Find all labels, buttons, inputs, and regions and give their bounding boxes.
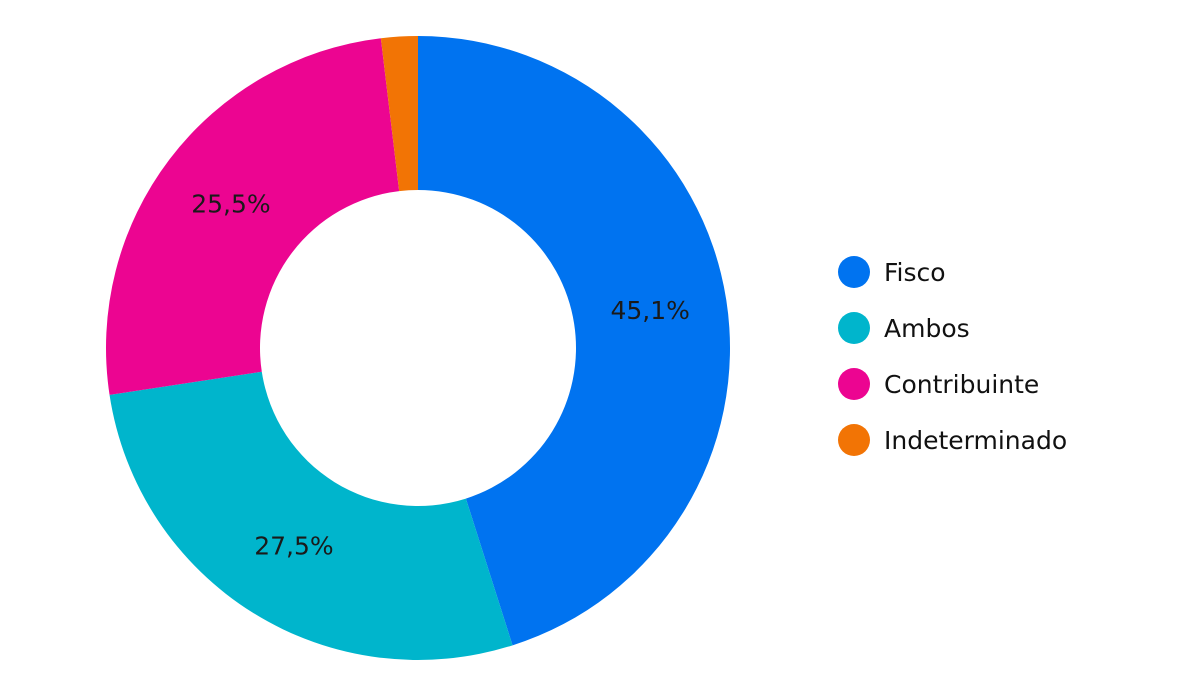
- legend-swatch-contribuinte: [838, 368, 870, 400]
- legend-label-ambos: Ambos: [884, 313, 970, 343]
- legend-label-indeterminado: Indeterminado: [884, 425, 1068, 455]
- legend-item-indeterminado[interactable]: Indeterminado: [838, 412, 1067, 468]
- slice-indeterminado[interactable]: [380, 36, 418, 192]
- slice-fisco[interactable]: [418, 36, 730, 646]
- legend-item-fisco[interactable]: Fisco: [838, 244, 1067, 300]
- slice-ambos[interactable]: [109, 371, 513, 660]
- legend-label-fisco: Fisco: [884, 257, 946, 287]
- data-label-fisco: 45,1%: [611, 296, 690, 325]
- legend-swatch-ambos: [838, 312, 870, 344]
- legend-swatch-indeterminado: [838, 424, 870, 456]
- legend: Fisco Ambos Contribuinte Indeterminado: [838, 244, 1067, 468]
- legend-label-contribuinte: Contribuinte: [884, 369, 1040, 399]
- legend-item-ambos[interactable]: Ambos: [838, 300, 1067, 356]
- legend-item-contribuinte[interactable]: Contribuinte: [838, 356, 1067, 412]
- data-label-contribuinte: 25,5%: [191, 190, 270, 219]
- data-label-ambos: 27,5%: [254, 532, 333, 561]
- legend-swatch-fisco: [838, 256, 870, 288]
- slice-contribuinte[interactable]: [106, 38, 400, 395]
